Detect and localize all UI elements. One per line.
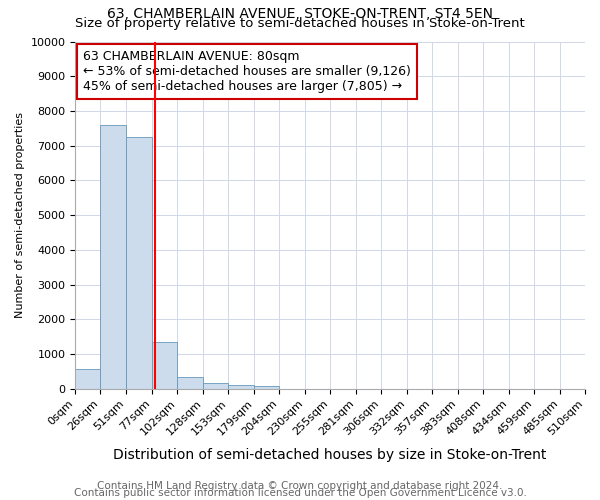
Bar <box>228 386 254 389</box>
Text: 63 CHAMBERLAIN AVENUE: 80sqm
← 53% of semi-detached houses are smaller (9,126)
4: 63 CHAMBERLAIN AVENUE: 80sqm ← 53% of se… <box>83 50 411 93</box>
Text: Contains HM Land Registry data © Crown copyright and database right 2024.: Contains HM Land Registry data © Crown c… <box>97 481 503 491</box>
Y-axis label: Number of semi-detached properties: Number of semi-detached properties <box>15 112 25 318</box>
Text: 63, CHAMBERLAIN AVENUE, STOKE-ON-TRENT, ST4 5EN: 63, CHAMBERLAIN AVENUE, STOKE-ON-TRENT, … <box>107 8 493 22</box>
Bar <box>126 137 152 389</box>
Bar <box>152 342 177 389</box>
Text: Size of property relative to semi-detached houses in Stoke-on-Trent: Size of property relative to semi-detach… <box>75 18 525 30</box>
Bar <box>177 377 203 389</box>
Text: Contains public sector information licensed under the Open Government Licence v3: Contains public sector information licen… <box>74 488 526 498</box>
Bar <box>203 383 228 389</box>
Bar <box>254 386 279 389</box>
Bar <box>100 125 126 389</box>
X-axis label: Distribution of semi-detached houses by size in Stoke-on-Trent: Distribution of semi-detached houses by … <box>113 448 547 462</box>
Bar <box>75 370 100 389</box>
